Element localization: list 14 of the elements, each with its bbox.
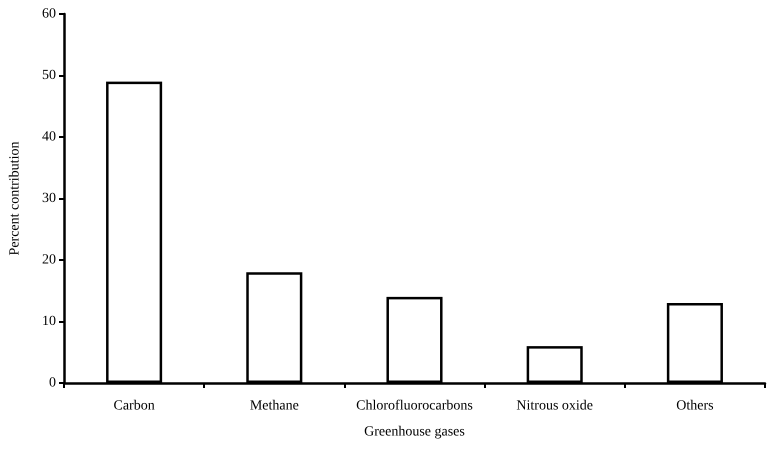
y-tick-label: 60 [42,6,56,22]
x-tick-label: Methane [250,398,299,414]
y-axis-title: Percent contribution [8,142,22,256]
x-tick-label: Carbon [113,398,155,414]
y-tick-label: 40 [42,130,56,144]
y-tick-label: 20 [42,252,56,268]
x-tick-label: Chlorofluorocarbons [356,398,473,414]
y-tick-label: 10 [42,314,56,329]
y-tick-label: 0 [49,376,56,390]
y-tick-label: 30 [42,191,56,206]
x-axis-title: Greenhouse gases [364,424,465,440]
x-tick-label: Others [676,398,714,414]
x-tick-label: Nitrous oxide [516,398,594,414]
y-tick-label: 50 [42,68,56,83]
